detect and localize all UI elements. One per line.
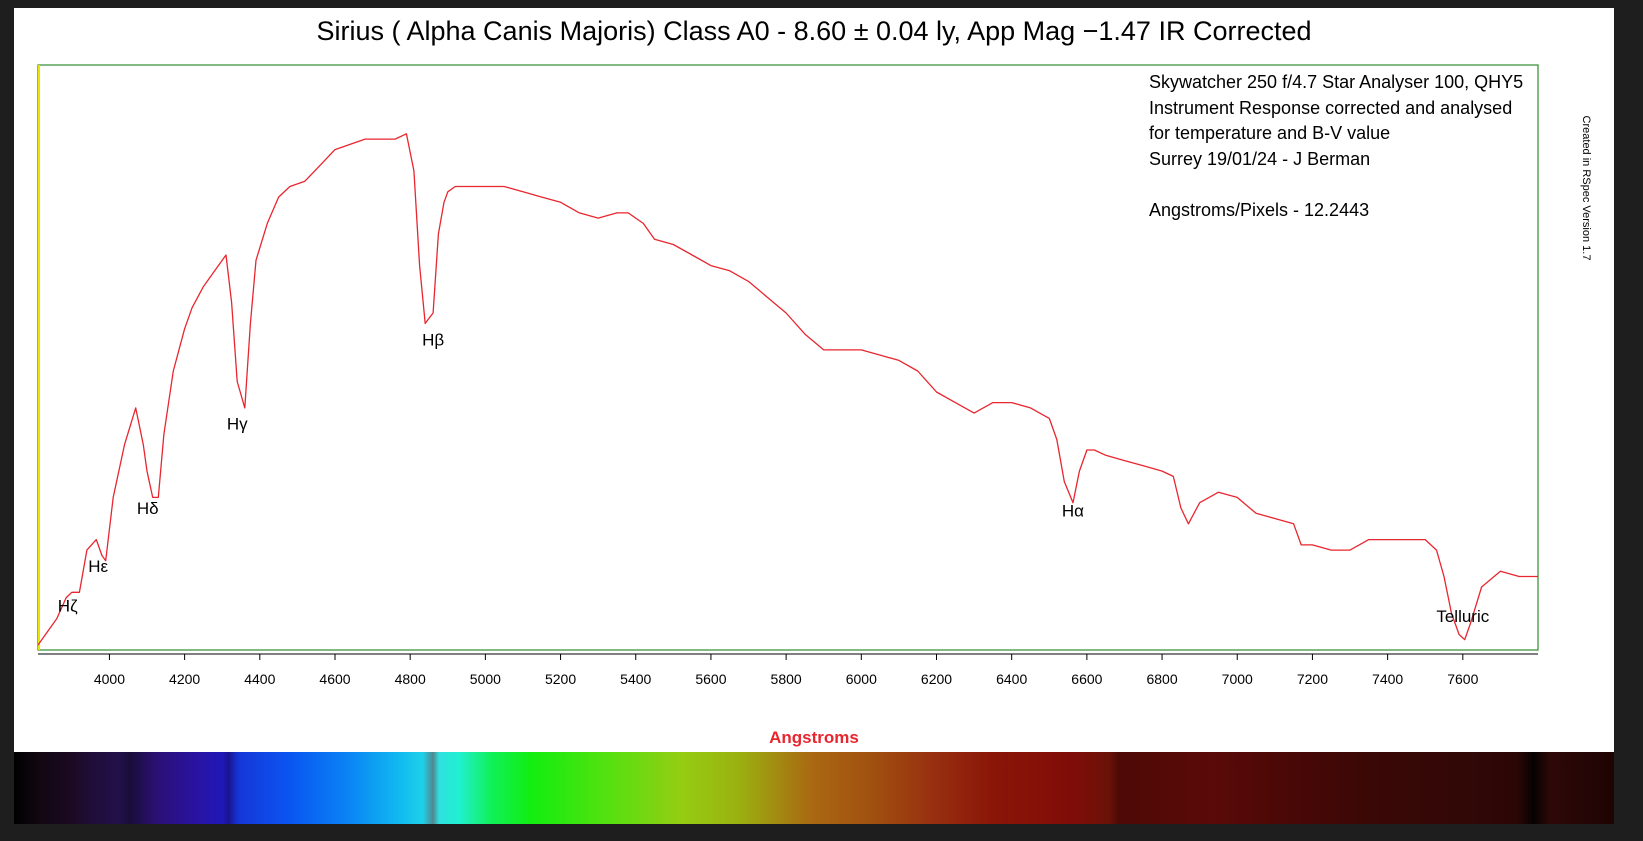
spectrum-series-line: [37, 133, 1538, 646]
x-tick-label: 6000: [846, 671, 877, 687]
notes-line: Angstroms/Pixels - 12.2443: [1149, 199, 1370, 220]
spectral-line-label: Hβ: [422, 330, 444, 349]
instrument-notes: Skywatcher 250 f/4.7 Star Analyser 100, …: [1149, 70, 1523, 223]
x-tick-label: 4200: [169, 671, 200, 687]
x-tick-label: 7400: [1372, 671, 1403, 687]
spectrum-color-band: [14, 752, 1614, 824]
software-credit: Created in RSpec Version 1.7: [1580, 115, 1592, 261]
spectrum-gradient: [14, 752, 1614, 824]
x-tick-label: 6600: [1071, 671, 1102, 687]
chart-panel: Sirius ( Alpha Canis Majoris) Class A0 -…: [14, 8, 1614, 752]
x-tick-label: 4600: [319, 671, 350, 687]
spectral-line-labels: Hζ Hε Hδ Hγ Hβ Hα Telluric: [58, 330, 1490, 626]
notes-line: [1149, 172, 1523, 198]
x-tick-label: 7200: [1297, 671, 1328, 687]
chart-title: Sirius ( Alpha Canis Majoris) Class A0 -…: [316, 16, 1312, 46]
x-tick-label: 4800: [395, 671, 426, 687]
spectral-line-label: Hε: [88, 557, 108, 576]
x-tick-label: 5600: [695, 671, 726, 687]
x-axis-ticks: 4000 4200 4400 4600 4800 5000 5200 5400 5600 5800…: [94, 654, 1479, 687]
x-tick-label: 6400: [996, 671, 1027, 687]
spectral-line-label: Hδ: [137, 499, 159, 518]
x-tick-label: 5400: [620, 671, 651, 687]
notes-line: Skywatcher 250 f/4.7 Star Analyser 100, …: [1149, 72, 1524, 92]
notes-line: Instrument Response corrected and analys…: [1149, 97, 1513, 118]
spectral-line-label: Hα: [1062, 502, 1084, 521]
spectrum-curve-layer: [37, 133, 1538, 646]
x-tick-label: 4000: [94, 671, 125, 687]
spectrum-plot: 4000 4200 4400 4600 4800 5000 5200 5400 5600 5800…: [37, 64, 1539, 687]
x-tick-label: 6200: [921, 671, 952, 687]
x-axis-label: Angstroms: [769, 728, 859, 747]
notes-line: Surrey 19/01/24 - J Berman: [1149, 148, 1371, 169]
spectral-line-label: Telluric: [1436, 607, 1489, 626]
x-tick-label: 5200: [545, 671, 576, 687]
spectral-line-label: Hγ: [227, 415, 248, 434]
x-tick-label: 7600: [1447, 671, 1478, 687]
spectral-line-label: Hζ: [58, 596, 78, 615]
x-tick-label: 5800: [771, 671, 802, 687]
x-tick-label: 5000: [470, 671, 501, 687]
notes-line: for temperature and B-V value: [1149, 123, 1391, 143]
x-tick-label: 4400: [244, 671, 275, 687]
x-tick-label: 6800: [1146, 671, 1177, 687]
x-tick-label: 7000: [1222, 671, 1253, 687]
